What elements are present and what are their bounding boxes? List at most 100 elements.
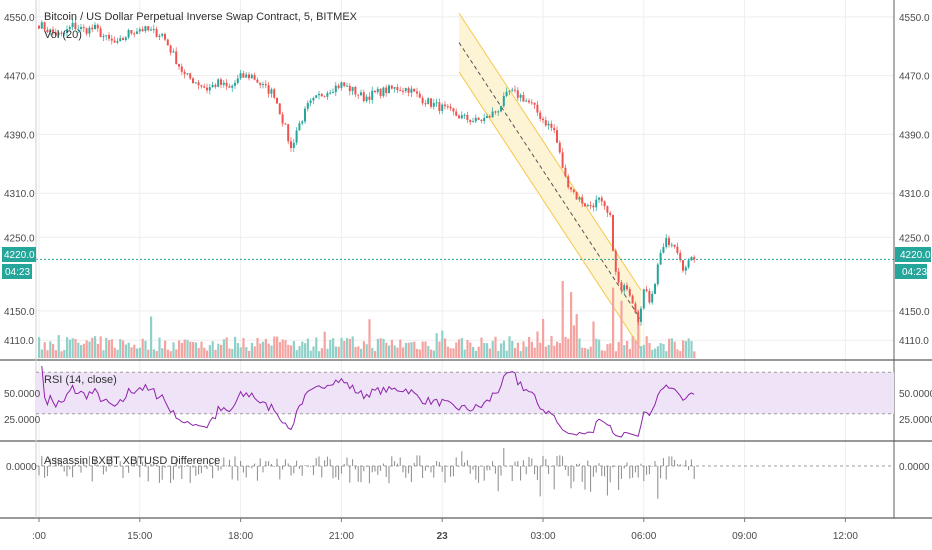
candle-body xyxy=(180,66,183,72)
candle-body xyxy=(116,41,119,43)
candle-body xyxy=(474,117,477,122)
diff-bar xyxy=(156,464,158,466)
candle-body xyxy=(637,312,640,322)
volume-bar xyxy=(66,337,69,358)
candle-body xyxy=(631,295,634,304)
time-axis[interactable]: :00 15:00 18:00 21:00 23 03:00 06:00 09:00 12:00… xyxy=(32,518,932,542)
volume-bar xyxy=(152,349,155,358)
diff-bar xyxy=(424,466,426,471)
volume-bar xyxy=(438,341,441,358)
candle-body xyxy=(91,27,94,30)
diff-bar xyxy=(77,465,79,467)
candle-body xyxy=(508,90,511,92)
diff-bar xyxy=(122,466,124,478)
price-tick-label: 4470.0 xyxy=(4,72,35,83)
volume-bar xyxy=(631,336,634,358)
candle-body xyxy=(617,271,620,283)
candle-body xyxy=(301,121,304,124)
volume-bar xyxy=(477,346,480,358)
diff-bar xyxy=(511,466,513,482)
candle-body xyxy=(136,31,138,34)
candle-body xyxy=(161,33,164,36)
diff-bar xyxy=(494,466,496,474)
volume-bar xyxy=(458,339,461,358)
candle-body xyxy=(253,74,256,80)
candle-body xyxy=(119,38,122,42)
volume-bar xyxy=(673,341,676,358)
volume-bar xyxy=(110,339,113,358)
diff-bar xyxy=(394,461,396,466)
candle-body xyxy=(147,26,150,31)
diff-bar xyxy=(483,466,485,481)
volume-bar xyxy=(91,337,94,358)
diff-bar xyxy=(416,455,418,466)
channel-upper-line xyxy=(458,12,642,291)
volume-bar xyxy=(432,350,435,358)
volume-bar xyxy=(124,344,127,358)
diff-bar xyxy=(634,466,636,473)
diff-bar xyxy=(195,466,197,476)
diff-bar xyxy=(601,466,603,476)
diff-bar xyxy=(175,459,177,466)
candle-body xyxy=(511,89,514,91)
volume-bar xyxy=(40,349,43,358)
candle-body xyxy=(96,24,99,29)
diff-bar xyxy=(144,460,146,466)
candle-body xyxy=(122,38,124,40)
candle-body xyxy=(477,117,480,120)
diff-bar xyxy=(80,466,82,473)
candle-body xyxy=(612,214,614,251)
candle-body xyxy=(393,87,396,89)
candle-body xyxy=(49,29,52,33)
volume-bar xyxy=(329,339,332,358)
diff-bar xyxy=(209,460,211,466)
candlesticks xyxy=(38,18,696,326)
candle-body xyxy=(410,88,413,93)
candle-body xyxy=(239,73,242,79)
candle-body xyxy=(348,85,351,92)
diff-bar xyxy=(66,466,68,477)
diff-title: Assassin BXBT XBTUSD Difference xyxy=(44,455,220,467)
volume-bar xyxy=(38,337,41,358)
diff-bar xyxy=(447,466,449,467)
volume-bar xyxy=(558,343,561,358)
candle-body xyxy=(332,92,334,94)
price-axis[interactable]: 4550.0 4550.0 4470.0 4470.0 4390.0 4390.0 4310… xyxy=(4,13,930,347)
diff-bar xyxy=(298,466,300,469)
volume-bar xyxy=(273,336,276,358)
candle-body xyxy=(150,29,152,31)
volume-bar xyxy=(203,347,206,358)
diff-bar xyxy=(542,455,544,466)
volume-bar xyxy=(542,318,545,358)
volume-bar xyxy=(306,338,309,358)
volume-bar xyxy=(567,338,570,358)
diff-bar xyxy=(111,455,113,466)
price-tick-label: 4390.0 xyxy=(4,130,35,141)
diff-axis: 0.0000 0.0000 xyxy=(6,462,930,473)
svg-text:4220.0: 4220.0 xyxy=(4,250,35,261)
candle-body xyxy=(334,85,337,93)
volume-bar xyxy=(603,350,606,358)
diff-bar xyxy=(335,466,337,478)
volume-bar xyxy=(578,338,581,358)
diff-bar xyxy=(287,463,289,466)
candle-body xyxy=(502,95,505,107)
channel-lower-line xyxy=(458,71,642,350)
candle-body xyxy=(542,118,544,121)
volume-bar xyxy=(418,349,421,358)
volume-bar xyxy=(662,344,665,358)
candle-body xyxy=(318,93,320,96)
svg-text:04:23: 04:23 xyxy=(5,267,30,278)
candle-body xyxy=(444,104,446,107)
volume-bar xyxy=(63,349,66,358)
diff-bar xyxy=(153,459,155,466)
candle-body xyxy=(315,95,318,98)
candle-body xyxy=(407,88,410,93)
volume-bar xyxy=(544,346,547,358)
diff-bar xyxy=(391,456,393,466)
candle-body xyxy=(46,29,49,33)
volume-bar xyxy=(108,340,111,358)
price-tick-label: 4390.0 xyxy=(899,130,930,141)
diff-bar xyxy=(450,466,452,477)
